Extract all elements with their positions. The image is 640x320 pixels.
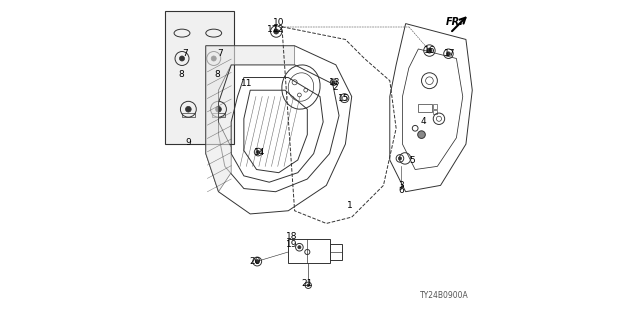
Circle shape — [427, 48, 432, 53]
Bar — [433, 110, 437, 114]
Text: 15: 15 — [338, 94, 349, 103]
Circle shape — [216, 106, 221, 112]
Text: 10: 10 — [273, 18, 285, 27]
Text: 17: 17 — [444, 49, 456, 58]
Circle shape — [179, 56, 184, 61]
Text: 8: 8 — [178, 70, 184, 79]
Bar — [212, 113, 225, 117]
Text: 2: 2 — [332, 83, 338, 92]
Text: 16: 16 — [424, 46, 435, 55]
Circle shape — [307, 284, 310, 287]
Text: 7: 7 — [182, 49, 188, 58]
Text: 5: 5 — [409, 156, 415, 164]
Text: 11: 11 — [241, 79, 253, 88]
Circle shape — [274, 29, 279, 34]
Text: FR.: FR. — [445, 17, 463, 27]
Text: 20: 20 — [250, 257, 260, 266]
Bar — [288, 239, 330, 263]
Circle shape — [332, 81, 335, 84]
Circle shape — [186, 106, 191, 112]
Circle shape — [257, 150, 260, 154]
Circle shape — [298, 246, 301, 249]
Text: 17: 17 — [267, 25, 278, 35]
Text: 19: 19 — [285, 240, 297, 249]
Bar — [433, 105, 437, 109]
Text: 9: 9 — [186, 138, 191, 147]
Bar — [330, 244, 342, 260]
Text: 4: 4 — [420, 117, 426, 126]
Circle shape — [255, 260, 259, 263]
Text: 21: 21 — [301, 279, 313, 288]
Text: 14: 14 — [254, 148, 266, 156]
Text: 3: 3 — [398, 181, 404, 190]
Text: 7: 7 — [217, 49, 223, 58]
Text: 8: 8 — [214, 70, 220, 79]
Text: TY24B0900A: TY24B0900A — [420, 291, 469, 300]
Circle shape — [211, 56, 216, 61]
Text: 6: 6 — [398, 186, 404, 195]
Bar — [418, 105, 432, 112]
Bar — [182, 113, 195, 117]
Text: 1: 1 — [348, 202, 353, 211]
Bar — [164, 11, 234, 144]
Text: 12: 12 — [273, 25, 284, 35]
Circle shape — [398, 157, 401, 160]
Circle shape — [447, 52, 451, 56]
Polygon shape — [206, 46, 294, 192]
Text: 18: 18 — [285, 232, 297, 241]
Text: 13: 13 — [328, 78, 340, 87]
Circle shape — [418, 131, 426, 139]
